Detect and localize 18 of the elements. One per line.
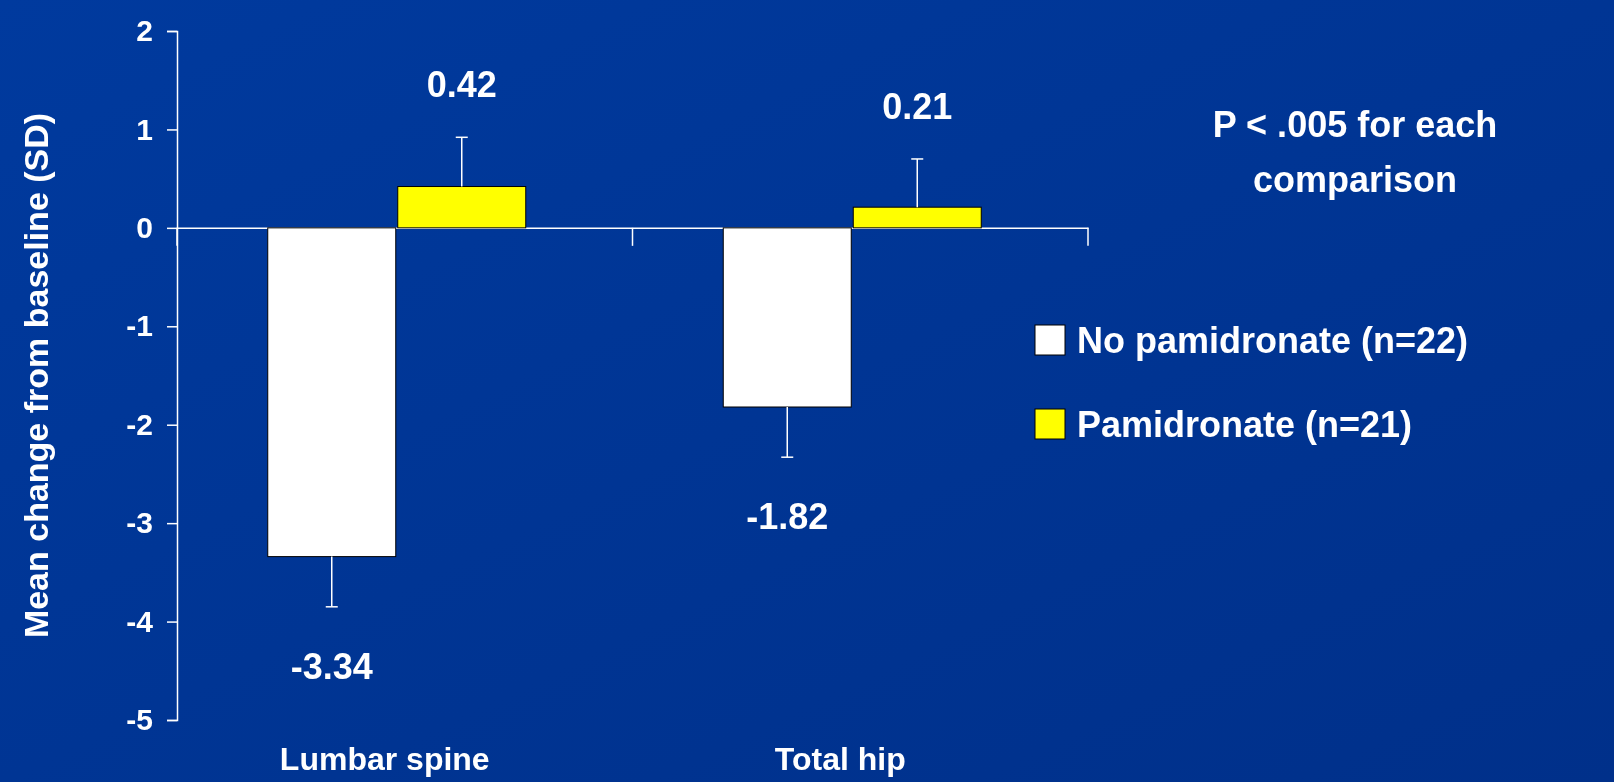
x-tick-label: Total hip bbox=[774, 741, 906, 777]
y-axis-title: Mean change from baseline (SD) bbox=[17, 112, 55, 639]
x-tick-label: Lumbar spine bbox=[279, 741, 490, 777]
data-label: 0.21 bbox=[882, 85, 953, 127]
legend-label: No pamidronate (n=22) bbox=[1077, 320, 1469, 361]
y-tick-label: -2 bbox=[126, 407, 153, 441]
y-tick-label: -5 bbox=[126, 703, 153, 737]
y-tick-label: 2 bbox=[136, 14, 153, 48]
y-tick-label: -1 bbox=[126, 309, 153, 343]
y-tick-label: 1 bbox=[136, 112, 153, 146]
data-label: -3.34 bbox=[290, 645, 373, 687]
y-tick-label: -4 bbox=[126, 604, 154, 638]
legend-label: Pamidronate (n=21) bbox=[1077, 404, 1413, 445]
y-tick-label: 0 bbox=[136, 210, 153, 244]
text: P < .005 for each comparison bbox=[1212, 104, 1498, 200]
data-label: -1.82 bbox=[746, 496, 829, 538]
y-tick-label: -3 bbox=[126, 506, 153, 540]
data-label: 0.42 bbox=[426, 64, 497, 106]
